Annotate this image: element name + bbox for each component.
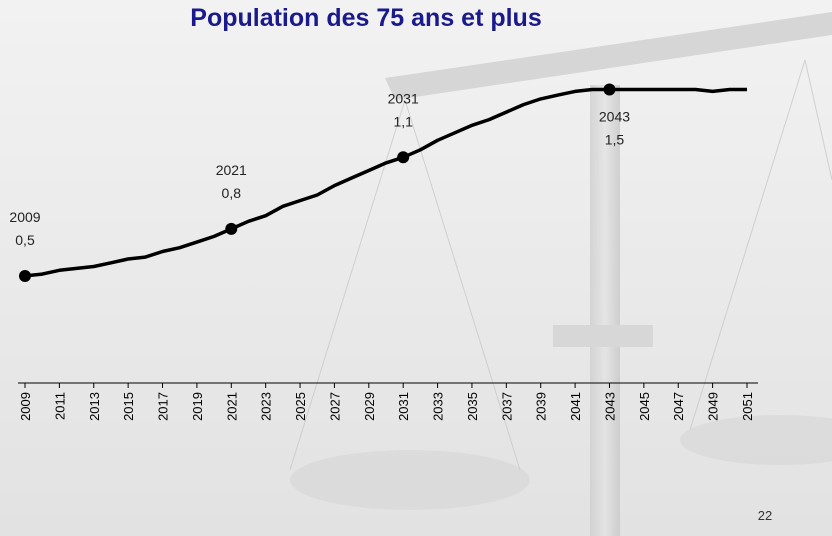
data-point <box>397 151 410 164</box>
data-point <box>225 222 238 235</box>
x-tick-label: 2035 <box>465 392 480 421</box>
x-tick-label: 2037 <box>499 392 514 421</box>
data-label: 1,5 <box>605 132 625 148</box>
data-label: 0,5 <box>15 232 35 248</box>
chart-title: Population des 75 ans et plus <box>190 4 541 32</box>
x-tick-label: 2023 <box>259 392 274 421</box>
x-tick-label: 2027 <box>327 392 342 421</box>
page-number: 22 <box>758 508 772 523</box>
point-year-label: 2043 <box>599 109 630 125</box>
x-tick-label: 2043 <box>602 392 617 421</box>
x-tick-label: 2029 <box>362 392 377 421</box>
x-tick-label: 2031 <box>396 392 411 421</box>
x-tick-label: 2015 <box>121 392 136 421</box>
x-tick-label: 2039 <box>534 392 549 421</box>
x-tick-label: 2013 <box>87 392 102 421</box>
x-tick-label: 2047 <box>671 392 686 421</box>
data-point <box>603 83 616 96</box>
x-tick-label: 2009 <box>18 392 33 421</box>
point-year-label: 2021 <box>216 162 247 178</box>
point-year-label: 2009 <box>9 209 40 225</box>
x-tick-label: 2025 <box>293 392 308 421</box>
x-tick-label: 2021 <box>224 392 239 421</box>
data-point <box>19 269 31 282</box>
data-label: 1,1 <box>393 113 413 129</box>
point-year-label: 2031 <box>388 90 419 106</box>
data-label: 0,8 <box>222 185 242 201</box>
x-tick-label: 2017 <box>156 392 171 421</box>
x-tick-label: 2019 <box>190 392 205 421</box>
x-tick-label: 2041 <box>568 392 583 421</box>
scale-decoration <box>289 12 832 536</box>
x-tick-label: 2045 <box>637 392 652 421</box>
x-tick-label: 2049 <box>706 392 721 421</box>
x-tick-label: 2051 <box>740 392 755 421</box>
x-tick-label: 2011 <box>52 392 67 420</box>
x-tick-label: 2033 <box>431 392 446 421</box>
line-series <box>24 87 747 278</box>
